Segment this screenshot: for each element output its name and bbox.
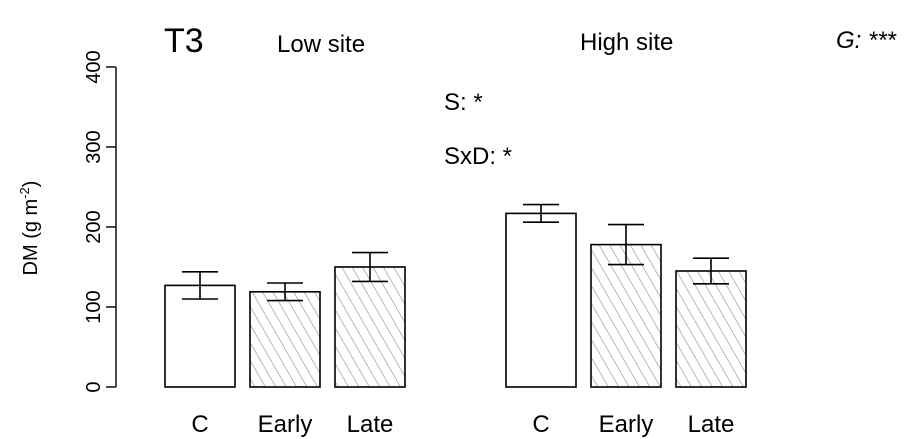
y-axis-label-main: DM (g m (20, 199, 42, 276)
annotation-s: S: * (444, 89, 483, 116)
x-tick-label: C (191, 411, 208, 438)
bar (590, 243, 662, 388)
x-tick-label: C (532, 411, 549, 438)
x-tick-label: Late (347, 411, 394, 438)
annotation-sxd: SxD: * (444, 143, 512, 170)
corner-annotation: G: *** (836, 27, 897, 54)
group-label-low-site: Low site (277, 31, 365, 58)
x-tick-label: Late (688, 411, 735, 438)
x-tick-label: Early (258, 411, 313, 438)
y-axis-label-close: ) (20, 181, 42, 188)
y-tick-label: 300 (83, 130, 105, 163)
bar (505, 212, 577, 388)
y-axis: 0 100 200 300 400 (83, 50, 117, 393)
x-tick-labels: C Early Late C Early Late (191, 411, 734, 438)
panel-label: T3 (164, 22, 204, 60)
y-tick-label: 400 (83, 50, 105, 83)
y-tick-label: 0 (83, 381, 105, 392)
bar (334, 266, 406, 388)
x-tick-label: Early (599, 411, 654, 438)
error-bars (182, 203, 729, 302)
y-axis-label-exponent: -2 (17, 187, 32, 199)
y-tick-label: 100 (83, 290, 105, 323)
bar (675, 270, 747, 388)
bar (249, 290, 321, 388)
bar (164, 284, 236, 388)
bars (164, 212, 747, 388)
group-label-high-site: High site (580, 29, 673, 56)
y-ticks: 0 100 200 300 400 (83, 50, 116, 393)
y-axis-label: DM (g m-2) (17, 181, 42, 276)
y-tick-label: 200 (83, 210, 105, 243)
